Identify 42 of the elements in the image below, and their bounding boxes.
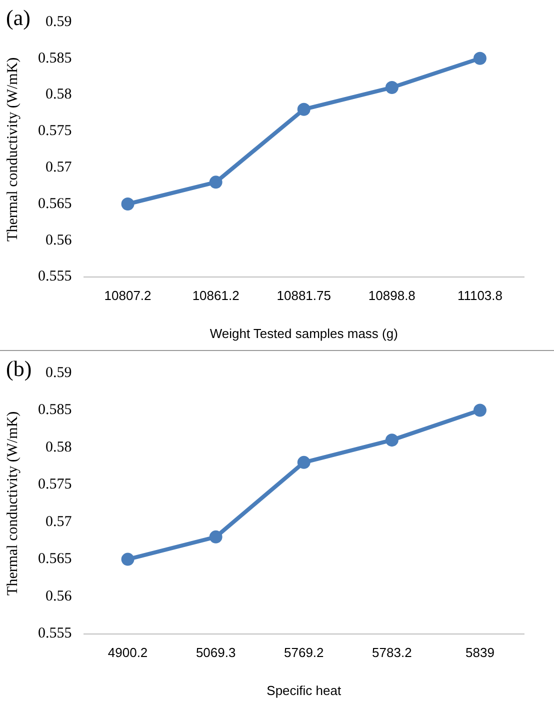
y-tick-label: 0.585: [38, 402, 72, 418]
point: [209, 176, 222, 189]
y-tick-label: 0.59: [46, 364, 72, 381]
point: [385, 81, 398, 94]
text: (b): [6, 356, 32, 381]
point: [473, 52, 486, 65]
y-tick-label: 0.555: [38, 268, 72, 285]
y-tick-label: 0.585: [38, 50, 72, 66]
y-axis-title: Thermal conductivity (W/mK): [4, 57, 21, 242]
x-tick-label: 5069.3: [196, 645, 236, 660]
point: [121, 552, 134, 566]
y-tick-label: 0.58: [46, 86, 72, 103]
x-tick-label: 10807.2: [104, 288, 152, 304]
x-tick-label: 10881.75: [276, 288, 331, 304]
x-axis-title: Specific heat: [266, 682, 342, 698]
y-tick-label: 0.575: [38, 123, 72, 140]
x-tick-label: 4900.2: [108, 645, 148, 660]
x-tick-label: 10898.8: [368, 288, 416, 304]
x-tick-label: 11103.8: [457, 288, 503, 304]
x-tick-label: 10861.2: [192, 288, 240, 304]
x-tick-label: 5769.2: [284, 645, 324, 660]
y-tick-label: 0.57: [46, 160, 72, 176]
y-tick-label: 0.575: [38, 476, 72, 493]
point: [121, 198, 134, 210]
y-tick-label: 0.565: [38, 551, 72, 568]
point: [473, 404, 486, 417]
y-tick-label: 0.555: [38, 626, 72, 642]
x-tick-label: 5839: [466, 645, 494, 660]
y-tick-label: 0.59: [46, 14, 72, 30]
x-tick-label: 5783.2: [372, 645, 412, 660]
point: [297, 102, 310, 116]
y-tick-label: 0.56: [46, 588, 72, 604]
point: [297, 456, 310, 469]
point: [385, 434, 398, 447]
x-axis-title: Weight Tested samples mass (g): [210, 326, 398, 341]
point: [209, 530, 222, 544]
y-tick-label: 0.57: [46, 514, 72, 530]
y-tick-label: 0.565: [38, 196, 72, 212]
text: (a): [6, 4, 30, 30]
y-tick-label: 0.58: [46, 439, 72, 456]
y-axis-title: Thermal conductivity (W/mK): [4, 411, 21, 596]
y-tick-label: 0.56: [46, 232, 72, 248]
